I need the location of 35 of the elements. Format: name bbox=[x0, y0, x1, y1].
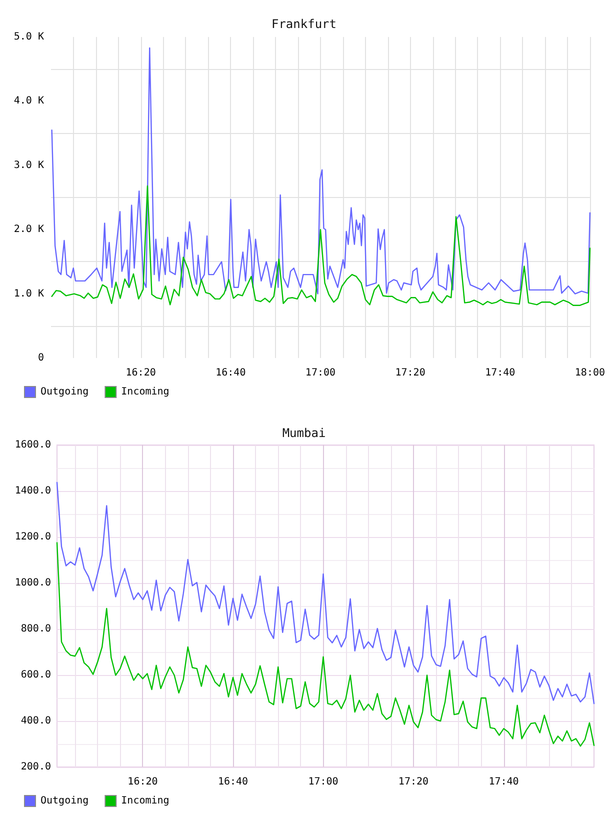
y-tick-label: 2.0 K bbox=[14, 224, 44, 236]
x-tick-label: 16:20 bbox=[128, 776, 158, 788]
y-tick-label: 600.0 bbox=[20, 670, 51, 680]
y-tick-label: 800.0 bbox=[20, 624, 51, 634]
x-tick-label: 17:00 bbox=[308, 776, 338, 788]
y-tick-label: 1000.0 bbox=[14, 578, 51, 588]
x-tick-label: 16:40 bbox=[218, 776, 248, 788]
legend-label: Outgoing bbox=[40, 796, 89, 806]
x-tick-label: 17:40 bbox=[485, 368, 516, 378]
legend-label: Outgoing bbox=[40, 386, 89, 398]
x-tick-label: 17:20 bbox=[395, 368, 426, 378]
legend-label: Incoming bbox=[121, 386, 170, 398]
y-tick-label: 1200.0 bbox=[14, 532, 51, 542]
line-series bbox=[56, 542, 595, 747]
line-series bbox=[51, 185, 591, 306]
x-tick-label: 16:20 bbox=[126, 368, 156, 378]
chart-title: Mumbai bbox=[282, 426, 326, 440]
y-tick-label: 4.0 K bbox=[14, 96, 44, 107]
x-tick-label: 16:40 bbox=[216, 368, 246, 378]
legend-label: Incoming bbox=[121, 796, 170, 806]
line-series bbox=[56, 482, 595, 704]
x-tick-label: 18:00 bbox=[574, 368, 606, 378]
y-tick-label: 200.0 bbox=[20, 762, 51, 772]
x-tick-label: 17:00 bbox=[305, 368, 336, 378]
chart-title: Frankfurt bbox=[271, 17, 337, 31]
y-tick-label: 400.0 bbox=[20, 716, 51, 726]
y-tick-label: 3.0 K bbox=[14, 160, 44, 171]
x-tick-label: 17:20 bbox=[398, 776, 429, 788]
y-tick-label: 0 bbox=[38, 352, 44, 364]
line-series bbox=[51, 47, 591, 294]
x-tick-label: 17:40 bbox=[488, 776, 519, 788]
y-tick-label: 5.0 K bbox=[14, 32, 44, 42]
y-tick-label: 1600.0 bbox=[14, 440, 51, 450]
y-tick-label: 1400.0 bbox=[14, 486, 51, 496]
y-tick-label: 1.0 K bbox=[14, 288, 44, 300]
